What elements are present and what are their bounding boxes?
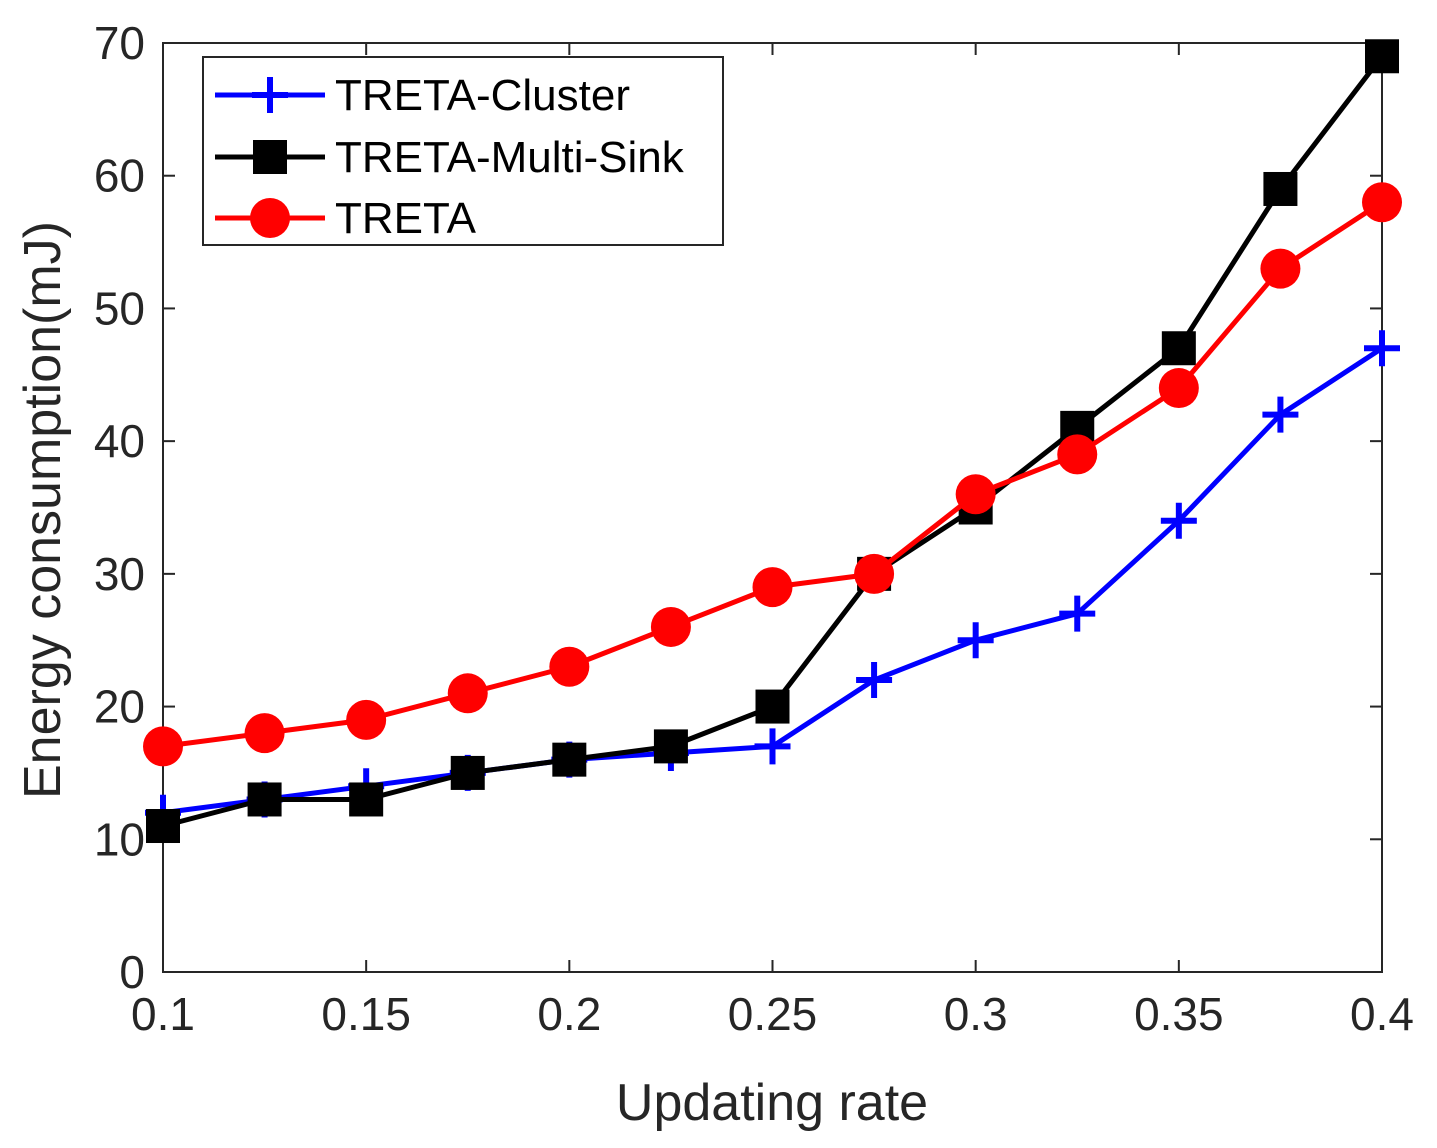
legend-entry: TRETA-Cluster <box>215 71 630 120</box>
data-point <box>450 755 485 790</box>
axis-ticks: 0.1 0.15 0.2 0.25 0.3 0.35 0.4 0 10 20 30 40 50 60 70 <box>94 17 1414 1040</box>
series-layer <box>143 39 1402 844</box>
legend-entry: TRETA-Multi-Sink <box>215 133 685 182</box>
legend-label: TRETA-Multi-Sink <box>335 133 685 182</box>
legend-marker <box>253 140 287 174</box>
data-point <box>346 699 387 740</box>
data-point <box>957 622 994 659</box>
y-tick-label: 60 <box>94 150 145 202</box>
data-point <box>1161 331 1196 366</box>
x-tick-label: 0.2 <box>537 988 601 1040</box>
legend-label: TRETA <box>335 194 477 243</box>
data-point <box>650 606 691 647</box>
y-tick-label: 10 <box>94 813 145 865</box>
data-point <box>1263 171 1298 206</box>
x-tick-label: 0.3 <box>944 988 1008 1040</box>
y-axis-title: Energy consumption(mJ) <box>14 221 72 799</box>
y-tick-label: 30 <box>94 548 145 600</box>
legend: TRETA-Cluster TRETA-Multi-Sink TRETA <box>202 56 724 246</box>
data-point <box>955 474 996 515</box>
legend-label: TRETA-Cluster <box>335 71 630 120</box>
x-tick-label: 0.1 <box>131 988 195 1040</box>
data-point <box>244 713 285 754</box>
data-point <box>754 728 791 765</box>
data-point <box>552 742 587 777</box>
series-treta <box>143 182 1402 767</box>
legend-entry: TRETA <box>215 194 477 243</box>
data-point <box>752 567 793 608</box>
x-tick-label: 0.4 <box>1350 988 1414 1040</box>
x-tick-label: 0.25 <box>728 988 818 1040</box>
data-point <box>1362 182 1402 223</box>
data-point <box>1365 39 1399 74</box>
legend-marker <box>252 77 288 113</box>
data-point <box>1262 396 1299 433</box>
y-tick-label: 0 <box>119 946 145 998</box>
data-point <box>1158 368 1199 409</box>
data-point <box>549 646 590 687</box>
data-point <box>856 662 893 699</box>
y-tick-label: 70 <box>94 17 145 69</box>
data-point <box>1059 595 1096 632</box>
data-point <box>146 809 180 844</box>
y-tick-label: 50 <box>94 282 145 334</box>
legend-box <box>202 56 724 246</box>
legend-entries: TRETA-Cluster TRETA-Multi-Sink TRETA <box>215 71 685 243</box>
data-point <box>143 726 183 767</box>
y-tick-label: 20 <box>94 681 145 733</box>
x-tick-label: 0.15 <box>321 988 411 1040</box>
data-point <box>1260 248 1301 289</box>
x-axis-title: Updating rate <box>616 1074 928 1132</box>
y-tick-label: 40 <box>94 415 145 467</box>
data-point <box>755 689 790 724</box>
x-tick-label: 0.35 <box>1134 988 1224 1040</box>
data-point <box>1160 502 1197 539</box>
data-point <box>653 729 688 764</box>
data-point <box>1364 330 1400 367</box>
legend-marker <box>250 198 290 238</box>
data-point <box>447 673 488 714</box>
data-point <box>1057 434 1098 475</box>
data-point <box>247 782 282 817</box>
data-point <box>349 782 384 817</box>
data-point <box>854 553 895 594</box>
